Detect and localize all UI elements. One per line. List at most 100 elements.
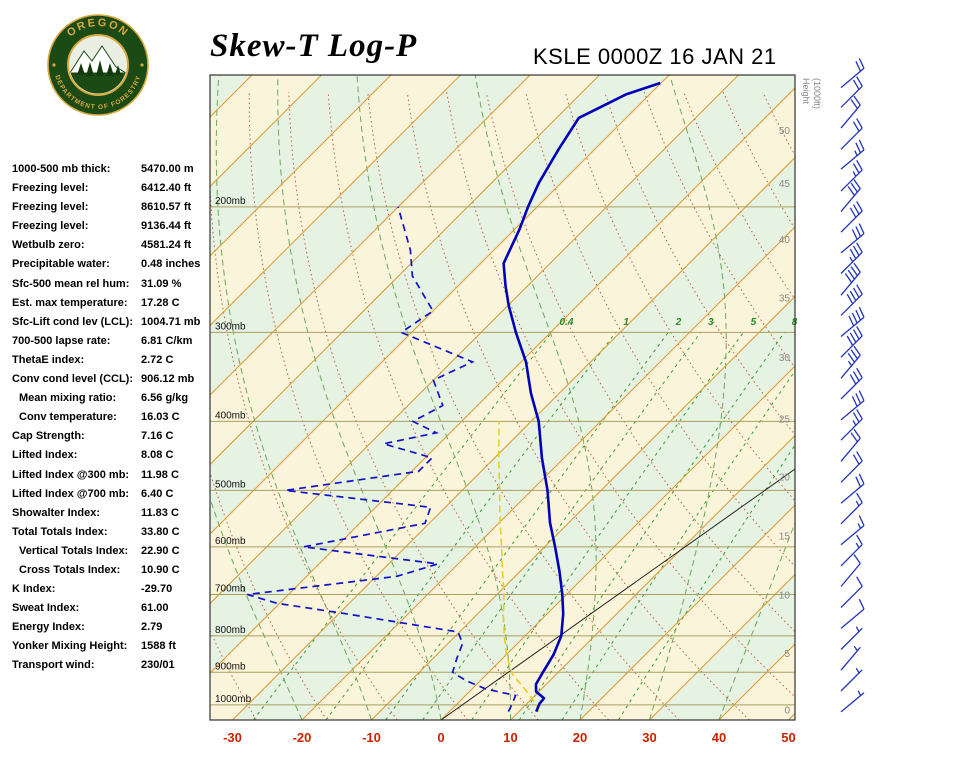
height-axis-label: 35 xyxy=(779,294,791,305)
temp-axis-label: 40 xyxy=(712,730,726,745)
pressure-label: 400mb xyxy=(215,410,246,421)
mixing-ratio-line xyxy=(618,444,795,720)
isotherm xyxy=(371,295,795,720)
dry-adiabat xyxy=(210,470,328,720)
isotherm xyxy=(210,75,392,257)
pressure-label: 900mb xyxy=(215,661,246,672)
dry-adiabat xyxy=(248,92,468,720)
wind-barb xyxy=(840,690,865,713)
index-label: Est. max temperature: xyxy=(12,296,128,309)
index-value: 906.12 mb xyxy=(141,373,195,386)
index-value: 11.83 C xyxy=(141,506,179,519)
index-row: Energy Index: 2.79 xyxy=(12,618,212,637)
tree-icons xyxy=(77,60,121,76)
pressure-label: 200mb xyxy=(215,196,246,207)
index-row: Cap Strength: 7.16 C xyxy=(12,427,212,446)
mixing-ratio-label: 0.4 xyxy=(560,317,574,328)
pressure-label: 300mb xyxy=(215,321,246,332)
dry-adiabat xyxy=(210,92,398,720)
wind-barb xyxy=(840,118,863,150)
index-label: Wetbulb zero: xyxy=(12,239,85,252)
dewpoint-trace xyxy=(247,206,517,712)
index-value: 2.72 C xyxy=(141,353,174,366)
index-row: Lifted Index @700 mb: 6.40 C xyxy=(12,485,212,504)
index-value: 7.16 C xyxy=(141,430,174,443)
diagonal-reference-line xyxy=(440,468,795,720)
index-value: 33.80 C xyxy=(141,525,180,538)
index-value: 2.79 xyxy=(141,621,163,634)
index-row: Cross Totals Index: 10.90 C xyxy=(12,561,212,580)
wind-barb xyxy=(840,159,863,192)
mixing-ratio-label: 2 xyxy=(675,317,682,328)
wind-barb-column xyxy=(840,58,865,713)
wind-barb xyxy=(840,58,865,89)
index-label: Conv cond level (CCL): xyxy=(12,373,134,386)
moist-adiabat xyxy=(356,75,511,720)
index-row: Total Totals Index: 33.80 C xyxy=(12,523,212,542)
dry-adiabat xyxy=(367,92,680,720)
isotherm xyxy=(301,226,795,720)
pressure-label: 1000mb xyxy=(215,694,252,705)
isotherm xyxy=(210,75,739,605)
parcel-trace xyxy=(497,421,540,712)
index-label: Total Totals Index: xyxy=(12,525,108,538)
temp-axis-label: 20 xyxy=(573,730,587,745)
index-label: Freezing level: xyxy=(12,182,89,195)
pressure-label: 500mb xyxy=(215,479,246,490)
index-row: Vertical Totals Index: 22.90 C xyxy=(12,542,212,561)
isotherm xyxy=(788,712,795,720)
height-axis-label: 25 xyxy=(779,414,791,425)
isotherm xyxy=(440,365,795,720)
wind-barb xyxy=(840,451,863,483)
index-row: Showalter Index: 11.83 C xyxy=(12,504,212,523)
dry-adiabat xyxy=(210,629,257,720)
index-row: K Index: -29.70 xyxy=(12,580,212,599)
wind-barb xyxy=(840,576,863,608)
logo-star-right xyxy=(140,63,144,67)
wind-barb xyxy=(840,409,863,441)
height-axis-label: 15 xyxy=(779,531,791,542)
index-row: ThetaE index: 2.72 C xyxy=(12,351,212,370)
index-row: Conv temperature: 16.03 C xyxy=(12,408,212,427)
wind-barb xyxy=(840,326,863,358)
index-row: Lifted Index: 8.08 C xyxy=(12,446,212,465)
isotherm xyxy=(210,75,461,327)
index-label: 1000-500 mb thick: xyxy=(12,163,111,175)
index-label: Freezing level: xyxy=(12,220,89,233)
index-row: Sfc-500 mean rel hum: 31.09 % xyxy=(12,275,212,294)
isotherm-band xyxy=(788,713,795,720)
index-row: Wetbulb zero: 4581.24 ft xyxy=(12,236,212,255)
height-axis-label: 5 xyxy=(784,649,790,660)
index-label: Cap Strength: xyxy=(12,430,85,443)
dry-adiabat xyxy=(525,91,795,568)
wind-barb xyxy=(840,515,865,546)
index-row: Est. max temperature: 17.28 C xyxy=(12,294,212,313)
dry-adiabat xyxy=(327,92,609,720)
index-row: Freezing level: 8610.57 ft xyxy=(12,198,212,217)
isotherm xyxy=(210,75,600,466)
index-value: 11.98 C xyxy=(141,468,179,481)
index-label: Precipitable water: xyxy=(12,258,110,271)
index-value: 9136.44 ft xyxy=(141,220,192,233)
wind-barb xyxy=(840,201,863,233)
wind-barb xyxy=(840,598,865,629)
temp-axis-label: -30 xyxy=(223,730,242,745)
logo-star-left xyxy=(52,63,56,67)
index-value: 1004.71 mb xyxy=(141,315,201,328)
index-label: Mean mixing ratio: xyxy=(19,392,117,405)
height-axis-label: 40 xyxy=(779,235,791,246)
wind-barb xyxy=(840,667,863,692)
index-value: 230/01 xyxy=(141,659,175,672)
isotherm-band xyxy=(210,88,795,720)
index-value: 6.56 g/kg xyxy=(141,392,189,405)
odf-logo: OREGON DEPARTMENT OF FORESTRY xyxy=(47,14,149,116)
index-value: 8.08 C xyxy=(141,449,174,462)
pressure-label: 700mb xyxy=(215,584,246,595)
index-row: Sfc-Lift cond lev (LCL): 1004.71 mb xyxy=(12,313,212,332)
wind-barb xyxy=(840,179,861,213)
height-axis-label: 45 xyxy=(779,179,791,190)
index-label: Yonker Mixing Height: xyxy=(12,640,128,653)
temp-axis-label: 50 xyxy=(781,730,795,745)
dry-adiabat xyxy=(802,92,960,720)
